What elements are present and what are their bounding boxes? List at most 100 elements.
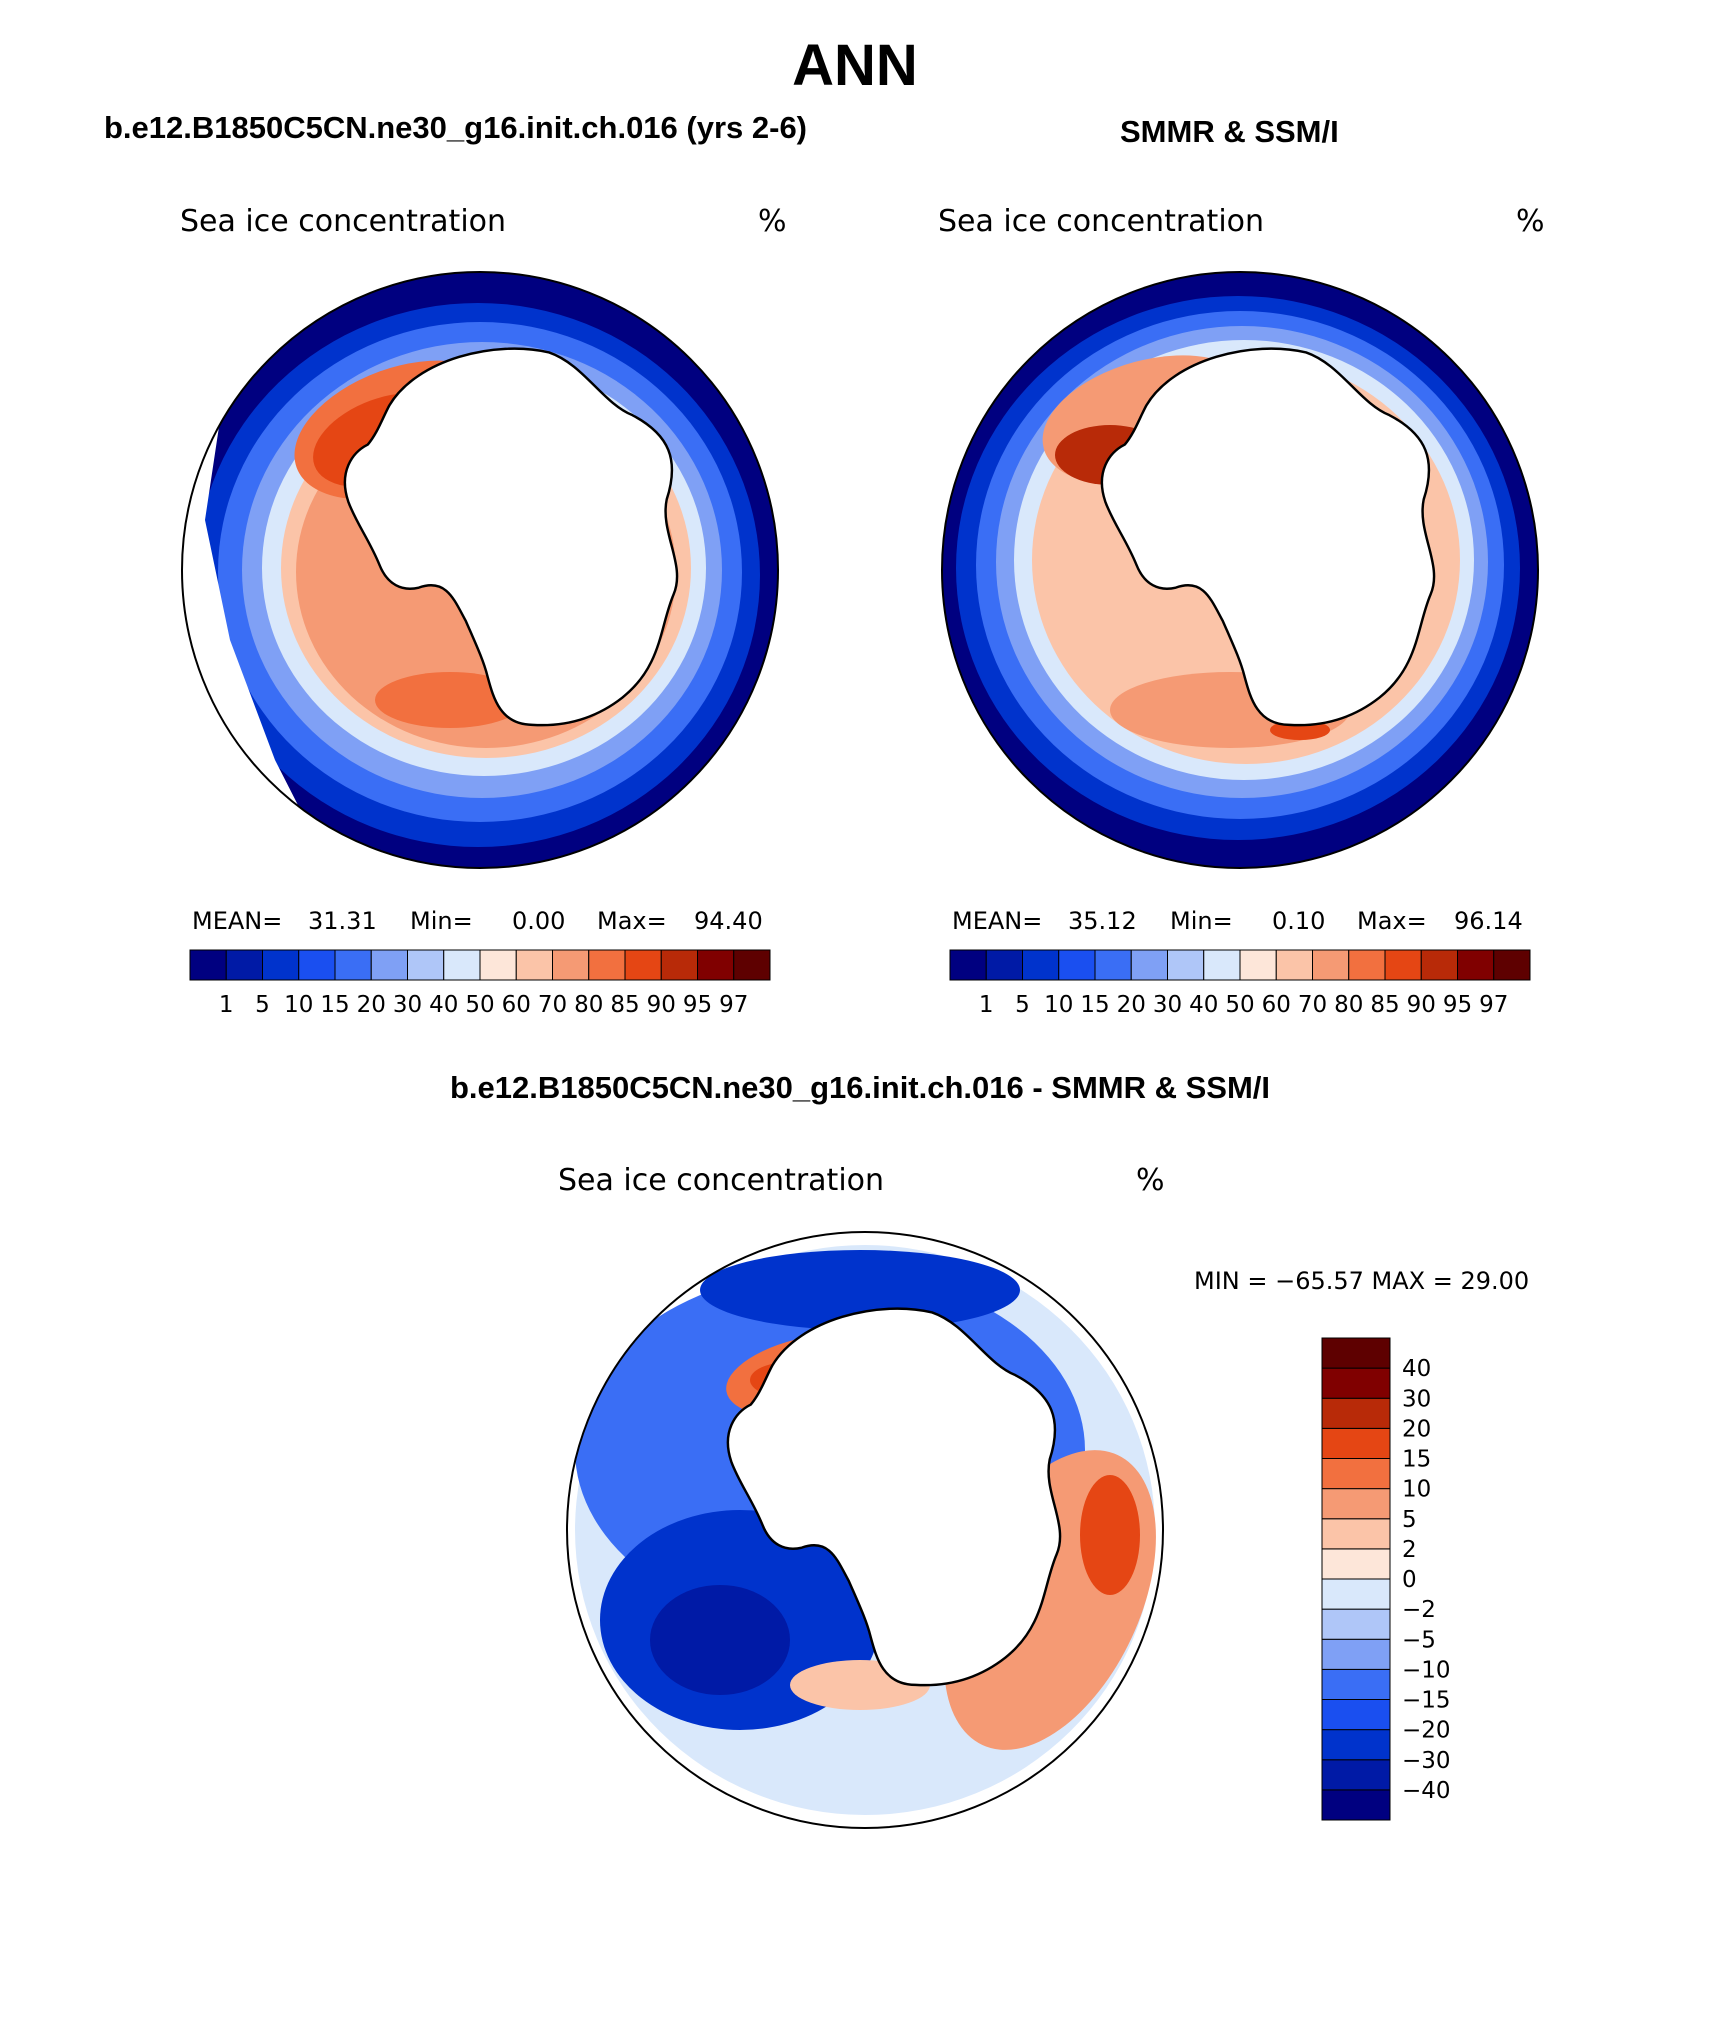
- panel-subtitle-model: Sea ice concentration: [180, 204, 506, 239]
- colorbar-swatch: [1058, 949, 1096, 981]
- stat-mean-label: MEAN=: [192, 907, 282, 935]
- stat-max-label: Max=: [597, 907, 667, 935]
- colorbar-swatch: [949, 949, 987, 981]
- colorbar-tick-label: 50: [465, 992, 494, 1018]
- panel-units-obs: %: [1516, 204, 1545, 239]
- colorbar-tick-label: 15: [1080, 992, 1109, 1018]
- stat-max-label: Max=: [1357, 907, 1427, 935]
- colorbar-tick-label: 40: [1189, 992, 1218, 1018]
- stat-min-value: 0.10: [1272, 907, 1325, 935]
- stat-mean-value: 35.12: [1068, 907, 1137, 935]
- colorbar-tick-label: 20: [1402, 1416, 1431, 1442]
- colorbar-swatch: [1239, 949, 1277, 981]
- colorbar-tick-label: −10: [1402, 1657, 1451, 1683]
- colorbar-swatch: [1321, 1608, 1391, 1640]
- colorbar-tick-label: 95: [683, 992, 712, 1018]
- colorbar-swatch: [552, 949, 590, 981]
- colorbar-tick-label: 80: [574, 992, 603, 1018]
- colorbar-swatch: [1275, 949, 1313, 981]
- map-diff: [566, 1231, 1164, 1829]
- colorbar-swatch: [370, 949, 408, 981]
- colorbar-tick-label: 30: [1402, 1386, 1431, 1412]
- colorbar-swatch: [697, 949, 735, 981]
- colorbar-tick-label: 95: [1443, 992, 1472, 1018]
- colorbar-swatch: [1321, 1518, 1391, 1550]
- stat-min-label: Min=: [410, 907, 473, 935]
- colorbar-swatch: [1321, 1337, 1391, 1369]
- stat-max-value: 94.40: [694, 907, 763, 935]
- colorbar-tick-label: −15: [1402, 1688, 1451, 1714]
- colorbar-swatch: [443, 949, 481, 981]
- colorbar-obs: 1 5 10 15 20 30 40 50 60 70 80 85 90 95 97: [949, 949, 1531, 1018]
- colorbar-swatch: [1022, 949, 1060, 981]
- colorbar-swatch: [1493, 949, 1531, 981]
- colorbar-tick-label: 70: [1298, 992, 1327, 1018]
- colorbar-swatch: [1321, 1458, 1391, 1490]
- colorbar-swatch: [1321, 1397, 1391, 1429]
- stats-model: MEAN= 31.31 Min= 0.00 Max= 94.40: [192, 907, 763, 935]
- colorbar-tick-label: 5: [255, 992, 270, 1018]
- map-model: [181, 271, 779, 869]
- colorbar-swatch: [1321, 1789, 1391, 1821]
- colorbar-swatch: [189, 949, 227, 981]
- colorbar-tick-label: 1: [979, 992, 994, 1018]
- colorbar-swatch: [1094, 949, 1132, 981]
- colorbar-swatch: [225, 949, 263, 981]
- colorbar-tick-label: 30: [1153, 992, 1182, 1018]
- colorbar-tick-label: 40: [1402, 1356, 1431, 1382]
- stats-diff: MIN = −65.57 MAX = 29.00: [1194, 1267, 1529, 1295]
- colorbar-tick-label: 50: [1225, 992, 1254, 1018]
- colorbar-tick-label: −20: [1402, 1718, 1451, 1744]
- colorbar-swatch: [1203, 949, 1241, 981]
- colorbar-swatch: [660, 949, 698, 981]
- colorbar-tick-label: 10: [1402, 1477, 1431, 1503]
- colorbar-swatch: [1321, 1759, 1391, 1791]
- colorbar-tick-label: −5: [1402, 1627, 1436, 1653]
- panel-units-model: %: [758, 204, 787, 239]
- colorbar-swatch: [588, 949, 626, 981]
- colorbar-swatch: [624, 949, 662, 981]
- stat-min-label: Min=: [1170, 907, 1233, 935]
- colorbar-tick-label: 60: [502, 992, 531, 1018]
- colorbar-tick-label: 2: [1402, 1537, 1417, 1563]
- colorbar-tick-label: 90: [1407, 992, 1436, 1018]
- colorbar-tick-label: 80: [1334, 992, 1363, 1018]
- colorbar-swatch: [985, 949, 1023, 981]
- colorbar-tick-label: 5: [1015, 992, 1030, 1018]
- colorbar-tick-label: 90: [647, 992, 676, 1018]
- colorbar-tick-label: 20: [1117, 992, 1146, 1018]
- stat-min-value: 0.00: [512, 907, 565, 935]
- colorbar-tick-label: 5: [1402, 1507, 1417, 1533]
- colorbar-tick-label: 30: [393, 992, 422, 1018]
- colorbar-swatch: [1321, 1668, 1391, 1700]
- stat-mean-label: MEAN=: [952, 907, 1042, 935]
- colorbar-swatch: [1321, 1729, 1391, 1761]
- colorbar-tick-label: 20: [357, 992, 386, 1018]
- colorbar-tick-label: 97: [719, 992, 748, 1018]
- colorbar-tick-label: 85: [610, 992, 639, 1018]
- panel-header-model: b.e12.B1850C5CN.ne30_g16.init.ch.016 (yr…: [104, 110, 808, 145]
- stats-obs: MEAN= 35.12 Min= 0.10 Max= 96.14: [952, 907, 1523, 935]
- colorbar-swatch: [1348, 949, 1386, 981]
- colorbar-swatch: [1321, 1427, 1391, 1459]
- colorbar-tick-label: 0: [1402, 1567, 1417, 1593]
- colorbar-swatch: [298, 949, 336, 981]
- page-title: ANN: [792, 33, 918, 98]
- panel-units-diff: %: [1136, 1163, 1165, 1198]
- colorbar-tick-label: 15: [1402, 1447, 1431, 1473]
- panel-subtitle-obs: Sea ice concentration: [938, 204, 1264, 239]
- colorbar-swatch: [1321, 1488, 1391, 1520]
- colorbar-swatch: [1384, 949, 1422, 981]
- colorbar-swatch: [262, 949, 300, 981]
- colorbar-swatch: [479, 949, 517, 981]
- colorbar-swatch: [1321, 1638, 1391, 1670]
- colorbar-swatch: [1457, 949, 1495, 981]
- colorbar-swatch: [1321, 1699, 1391, 1731]
- colorbar-tick-label: 40: [429, 992, 458, 1018]
- colorbar-swatch: [1321, 1578, 1391, 1610]
- colorbar-tick-label: 1: [219, 992, 234, 1018]
- stat-mean-value: 31.31: [308, 907, 377, 935]
- colorbar-swatch: [515, 949, 553, 981]
